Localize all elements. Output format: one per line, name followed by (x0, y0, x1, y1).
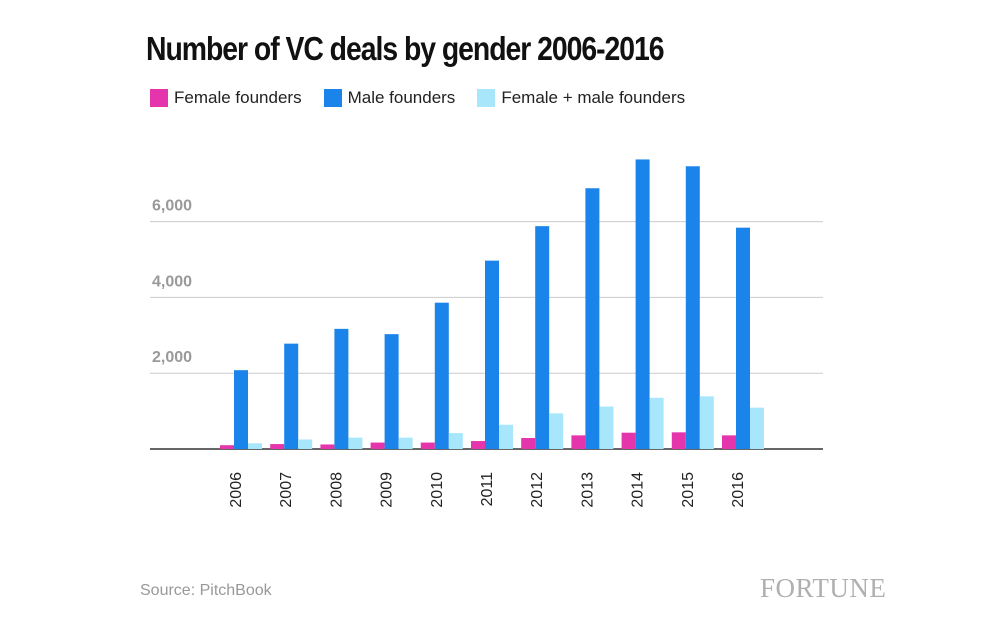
bar-male-founders-2010 (434, 302, 449, 449)
x-tick-label: 2009 (379, 472, 396, 508)
bar-female-founders-2008 (320, 444, 335, 449)
legend-item-male: Male founders (323, 88, 456, 108)
x-tick-label: 2015 (680, 472, 697, 508)
x-tick-label: 2011 (479, 472, 496, 507)
x-tick-label: 2016 (730, 472, 747, 508)
bar-female-founders-2007 (270, 444, 285, 449)
legend-item-female: Female founders (150, 88, 302, 108)
legend-label-female: Female founders (174, 88, 302, 107)
bar-male-founders-2009 (384, 334, 399, 449)
bar-female-male-founders-2012 (549, 413, 564, 449)
bar-female-male-founders-2015 (699, 396, 714, 449)
bar-female-male-founders-2008 (348, 437, 363, 449)
bar-male-founders-2013 (585, 188, 600, 450)
source-note: Source: PitchBook (140, 582, 272, 599)
bar-female-founders-2009 (370, 442, 385, 449)
bar-female-founders-2013 (571, 435, 586, 449)
x-tick-label: 2006 (228, 472, 245, 508)
bar-male-founders-2014 (635, 159, 650, 449)
bar-female-male-founders-2011 (499, 424, 513, 449)
x-tick-label: 2014 (630, 472, 647, 508)
bar-female-male-founders-2007 (298, 439, 313, 449)
bar-female-founders-2010 (420, 442, 435, 449)
legend-label-mixed: Female + male founders (501, 88, 686, 107)
x-tick-label: 2010 (429, 472, 446, 508)
bar-female-male-founders-2010 (448, 433, 463, 449)
bar-female-male-founders-2009 (398, 437, 413, 449)
legend-swatch-mixed (477, 89, 496, 107)
chart-legend: Female founders Male founders Female + m… (150, 88, 707, 108)
bar-male-founders-2007 (284, 343, 299, 449)
bar-female-male-founders-2013 (599, 406, 614, 449)
bar-female-founders-2012 (521, 438, 536, 449)
bar-female-founders-2015 (671, 432, 686, 449)
bar-female-founders-2011 (471, 441, 485, 449)
bar-male-founders-2011 (485, 260, 499, 449)
bar-male-founders-2015 (685, 166, 700, 450)
x-tick-label: 2008 (328, 472, 345, 508)
x-tick-label: 2012 (529, 472, 546, 508)
y-tick-label: 4,000 (152, 273, 192, 290)
legend-item-mixed: Female + male founders (477, 88, 685, 108)
legend-swatch-female (150, 89, 168, 107)
bar-male-founders-2012 (535, 226, 550, 449)
chart-title: Number of VC deals by gender 2006-2016 (146, 30, 665, 67)
legend-label-male: Male founders (347, 88, 456, 107)
y-tick-label: 2,000 (152, 349, 192, 366)
legend-swatch-male (323, 89, 342, 107)
bar-male-founders-2006 (234, 370, 248, 449)
bar-female-founders-2006 (220, 445, 234, 449)
bar-female-male-founders-2006 (248, 443, 262, 449)
x-tick-label: 2013 (579, 472, 596, 508)
bar-male-founders-2008 (334, 328, 349, 449)
bar-female-male-founders-2016 (750, 407, 764, 449)
bar-female-male-founders-2014 (649, 397, 664, 449)
x-tick-label: 2007 (278, 472, 295, 508)
bar-female-founders-2016 (722, 435, 736, 449)
y-tick-label: 6,000 (152, 198, 192, 215)
bar-male-founders-2016 (736, 227, 750, 449)
bar-female-founders-2014 (621, 432, 636, 449)
fortune-logo: FORTUNE (760, 573, 887, 603)
